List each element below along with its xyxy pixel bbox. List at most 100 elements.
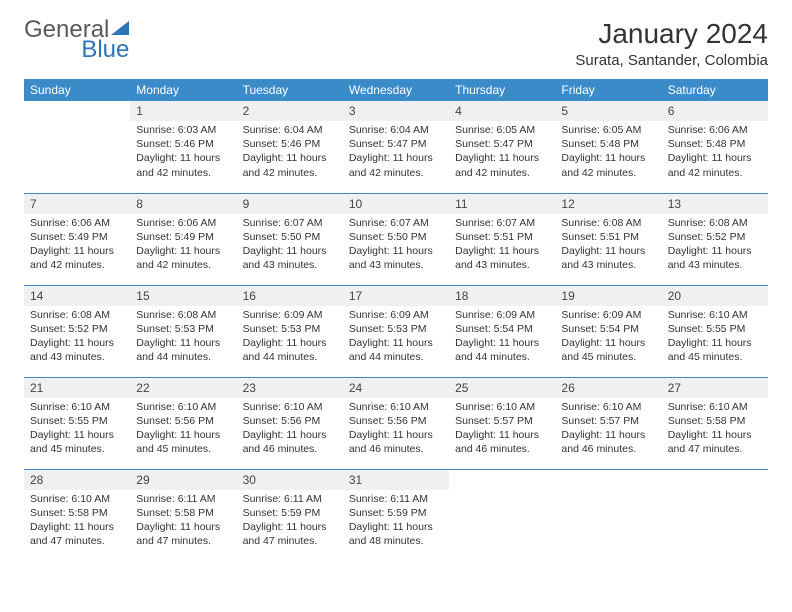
calendar-week-row: 21Sunrise: 6:10 AMSunset: 5:55 PMDayligh… [24, 377, 768, 469]
calendar-day-cell: 14Sunrise: 6:08 AMSunset: 5:52 PMDayligh… [24, 285, 130, 377]
day-details: Sunrise: 6:04 AMSunset: 5:46 PMDaylight:… [237, 121, 343, 184]
calendar-day-cell: 8Sunrise: 6:06 AMSunset: 5:49 PMDaylight… [130, 193, 236, 285]
calendar-day-cell: 9Sunrise: 6:07 AMSunset: 5:50 PMDaylight… [237, 193, 343, 285]
weekday-header: Friday [555, 79, 661, 101]
day-details: Sunrise: 6:09 AMSunset: 5:53 PMDaylight:… [237, 306, 343, 369]
calendar-day-cell: 29Sunrise: 6:11 AMSunset: 5:58 PMDayligh… [130, 469, 236, 561]
calendar-day-cell: 12Sunrise: 6:08 AMSunset: 5:51 PMDayligh… [555, 193, 661, 285]
calendar-day-cell: 6Sunrise: 6:06 AMSunset: 5:48 PMDaylight… [662, 101, 768, 193]
day-details: Sunrise: 6:08 AMSunset: 5:53 PMDaylight:… [130, 306, 236, 369]
day-details: Sunrise: 6:10 AMSunset: 5:55 PMDaylight:… [662, 306, 768, 369]
weekday-header: Sunday [24, 79, 130, 101]
day-details: Sunrise: 6:10 AMSunset: 5:55 PMDaylight:… [24, 398, 130, 461]
day-details: Sunrise: 6:09 AMSunset: 5:53 PMDaylight:… [343, 306, 449, 369]
calendar-day-cell: . [662, 469, 768, 561]
day-details: Sunrise: 6:10 AMSunset: 5:56 PMDaylight:… [130, 398, 236, 461]
day-number: 21 [24, 378, 130, 398]
calendar-day-cell: 15Sunrise: 6:08 AMSunset: 5:53 PMDayligh… [130, 285, 236, 377]
day-details: Sunrise: 6:06 AMSunset: 5:49 PMDaylight:… [24, 214, 130, 277]
day-details: Sunrise: 6:11 AMSunset: 5:59 PMDaylight:… [343, 490, 449, 553]
day-details: Sunrise: 6:09 AMSunset: 5:54 PMDaylight:… [555, 306, 661, 369]
calendar-day-cell: 30Sunrise: 6:11 AMSunset: 5:59 PMDayligh… [237, 469, 343, 561]
day-details: Sunrise: 6:11 AMSunset: 5:59 PMDaylight:… [237, 490, 343, 553]
calendar-day-cell: 23Sunrise: 6:10 AMSunset: 5:56 PMDayligh… [237, 377, 343, 469]
calendar-day-cell: 25Sunrise: 6:10 AMSunset: 5:57 PMDayligh… [449, 377, 555, 469]
calendar-day-cell: 22Sunrise: 6:10 AMSunset: 5:56 PMDayligh… [130, 377, 236, 469]
day-number: 14 [24, 286, 130, 306]
calendar-day-cell: 2Sunrise: 6:04 AMSunset: 5:46 PMDaylight… [237, 101, 343, 193]
day-number: 18 [449, 286, 555, 306]
day-details: Sunrise: 6:06 AMSunset: 5:49 PMDaylight:… [130, 214, 236, 277]
day-number: 2 [237, 101, 343, 121]
day-number: 16 [237, 286, 343, 306]
day-number: 4 [449, 101, 555, 121]
calendar-day-cell: 11Sunrise: 6:07 AMSunset: 5:51 PMDayligh… [449, 193, 555, 285]
day-number: 17 [343, 286, 449, 306]
day-details: Sunrise: 6:10 AMSunset: 5:56 PMDaylight:… [343, 398, 449, 461]
day-details: Sunrise: 6:05 AMSunset: 5:47 PMDaylight:… [449, 121, 555, 184]
brand-triangle-icon [111, 21, 129, 35]
day-details: Sunrise: 6:09 AMSunset: 5:54 PMDaylight:… [449, 306, 555, 369]
weekday-header: Saturday [662, 79, 768, 101]
weekday-header: Wednesday [343, 79, 449, 101]
calendar-week-row: 14Sunrise: 6:08 AMSunset: 5:52 PMDayligh… [24, 285, 768, 377]
day-number: 3 [343, 101, 449, 121]
calendar-day-cell: 31Sunrise: 6:11 AMSunset: 5:59 PMDayligh… [343, 469, 449, 561]
month-title: January 2024 [575, 18, 768, 50]
day-number: 7 [24, 194, 130, 214]
weekday-header: Tuesday [237, 79, 343, 101]
day-number: 13 [662, 194, 768, 214]
day-details: Sunrise: 6:10 AMSunset: 5:58 PMDaylight:… [662, 398, 768, 461]
calendar-day-cell: 21Sunrise: 6:10 AMSunset: 5:55 PMDayligh… [24, 377, 130, 469]
day-number: 19 [555, 286, 661, 306]
calendar-day-cell: 4Sunrise: 6:05 AMSunset: 5:47 PMDaylight… [449, 101, 555, 193]
day-number: 26 [555, 378, 661, 398]
calendar-week-row: . 1Sunrise: 6:03 AMSunset: 5:46 PMDaylig… [24, 101, 768, 193]
calendar-day-cell: 16Sunrise: 6:09 AMSunset: 5:53 PMDayligh… [237, 285, 343, 377]
day-details: Sunrise: 6:07 AMSunset: 5:51 PMDaylight:… [449, 214, 555, 277]
calendar-day-cell: 27Sunrise: 6:10 AMSunset: 5:58 PMDayligh… [662, 377, 768, 469]
weekday-header: Monday [130, 79, 236, 101]
day-number: 30 [237, 470, 343, 490]
day-details: Sunrise: 6:03 AMSunset: 5:46 PMDaylight:… [130, 121, 236, 184]
day-details: Sunrise: 6:08 AMSunset: 5:52 PMDaylight:… [662, 214, 768, 277]
day-number: 15 [130, 286, 236, 306]
day-details: Sunrise: 6:10 AMSunset: 5:58 PMDaylight:… [24, 490, 130, 553]
calendar-week-row: 7Sunrise: 6:06 AMSunset: 5:49 PMDaylight… [24, 193, 768, 285]
day-number: 24 [343, 378, 449, 398]
day-details: Sunrise: 6:08 AMSunset: 5:52 PMDaylight:… [24, 306, 130, 369]
day-number: 6 [662, 101, 768, 121]
calendar-day-cell: 26Sunrise: 6:10 AMSunset: 5:57 PMDayligh… [555, 377, 661, 469]
day-details: Sunrise: 6:10 AMSunset: 5:57 PMDaylight:… [449, 398, 555, 461]
calendar-day-cell: 24Sunrise: 6:10 AMSunset: 5:56 PMDayligh… [343, 377, 449, 469]
day-details: Sunrise: 6:04 AMSunset: 5:47 PMDaylight:… [343, 121, 449, 184]
day-details: Sunrise: 6:06 AMSunset: 5:48 PMDaylight:… [662, 121, 768, 184]
day-details: Sunrise: 6:05 AMSunset: 5:48 PMDaylight:… [555, 121, 661, 184]
day-number: 28 [24, 470, 130, 490]
day-number: 31 [343, 470, 449, 490]
day-number: 8 [130, 194, 236, 214]
calendar-day-cell: 3Sunrise: 6:04 AMSunset: 5:47 PMDaylight… [343, 101, 449, 193]
calendar-day-cell: 19Sunrise: 6:09 AMSunset: 5:54 PMDayligh… [555, 285, 661, 377]
day-number: 20 [662, 286, 768, 306]
location-label: Surata, Santander, Colombia [575, 52, 768, 69]
calendar-day-cell: . [555, 469, 661, 561]
day-number: 10 [343, 194, 449, 214]
brand-logo: GeneralBlue [24, 18, 129, 62]
day-details: Sunrise: 6:07 AMSunset: 5:50 PMDaylight:… [343, 214, 449, 277]
calendar-day-cell: . [24, 101, 130, 193]
calendar-table: Sunday Monday Tuesday Wednesday Thursday… [24, 79, 768, 561]
calendar-day-cell: 18Sunrise: 6:09 AMSunset: 5:54 PMDayligh… [449, 285, 555, 377]
day-number: 1 [130, 101, 236, 121]
header: GeneralBlue January 2024 Surata, Santander… [24, 18, 768, 69]
calendar-day-cell: 28Sunrise: 6:10 AMSunset: 5:58 PMDayligh… [24, 469, 130, 561]
calendar-day-cell: 10Sunrise: 6:07 AMSunset: 5:50 PMDayligh… [343, 193, 449, 285]
day-number: 23 [237, 378, 343, 398]
title-block: January 2024 Surata, Santander, Colombia [575, 18, 768, 69]
day-number: 9 [237, 194, 343, 214]
day-details: Sunrise: 6:10 AMSunset: 5:57 PMDaylight:… [555, 398, 661, 461]
day-number: 11 [449, 194, 555, 214]
calendar-day-cell: 20Sunrise: 6:10 AMSunset: 5:55 PMDayligh… [662, 285, 768, 377]
day-number: 25 [449, 378, 555, 398]
calendar-week-row: 28Sunrise: 6:10 AMSunset: 5:58 PMDayligh… [24, 469, 768, 561]
